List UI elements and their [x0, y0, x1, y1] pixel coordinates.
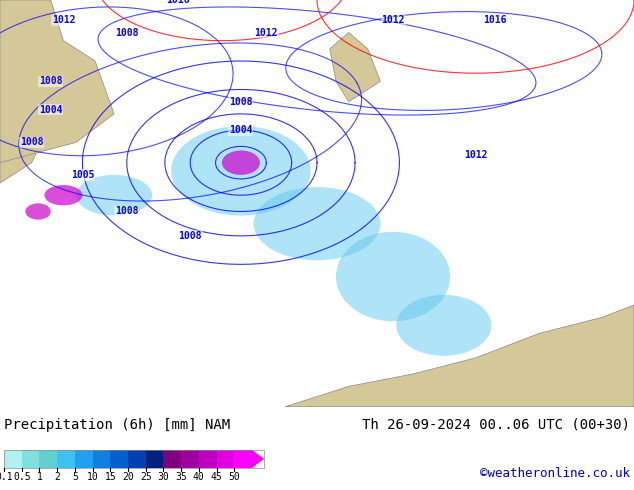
Text: 2: 2 [54, 472, 60, 482]
FancyBboxPatch shape [128, 450, 146, 468]
Text: 1008: 1008 [115, 27, 139, 38]
Text: 1005: 1005 [70, 170, 94, 180]
Text: 1012: 1012 [51, 15, 75, 25]
Text: 20: 20 [122, 472, 134, 482]
Polygon shape [0, 0, 114, 163]
Text: 1008: 1008 [39, 76, 63, 86]
FancyBboxPatch shape [4, 450, 22, 468]
Text: 35: 35 [175, 472, 187, 482]
Text: 15: 15 [105, 472, 116, 482]
Text: 45: 45 [210, 472, 223, 482]
Text: 50: 50 [228, 472, 240, 482]
FancyBboxPatch shape [22, 450, 39, 468]
FancyBboxPatch shape [199, 450, 217, 468]
Text: 1008: 1008 [20, 137, 44, 147]
Ellipse shape [222, 150, 260, 175]
Text: 1016: 1016 [482, 15, 507, 25]
Text: Th 26-09-2024 00..06 UTC (00+30): Th 26-09-2024 00..06 UTC (00+30) [362, 418, 630, 432]
Text: 1008: 1008 [115, 206, 139, 217]
Ellipse shape [396, 295, 491, 356]
Text: 1012: 1012 [254, 27, 278, 38]
FancyBboxPatch shape [164, 450, 181, 468]
Ellipse shape [25, 203, 51, 220]
FancyBboxPatch shape [181, 450, 199, 468]
FancyBboxPatch shape [110, 450, 128, 468]
FancyBboxPatch shape [146, 450, 164, 468]
Ellipse shape [44, 185, 82, 205]
FancyBboxPatch shape [57, 450, 75, 468]
Text: 1012: 1012 [463, 149, 488, 160]
FancyBboxPatch shape [39, 450, 57, 468]
FancyBboxPatch shape [75, 450, 93, 468]
Ellipse shape [76, 175, 152, 216]
Text: 1016: 1016 [165, 0, 190, 5]
Text: 0.5: 0.5 [13, 472, 30, 482]
Polygon shape [330, 32, 380, 102]
Text: 1012: 1012 [381, 15, 405, 25]
Text: ©weatheronline.co.uk: ©weatheronline.co.uk [480, 467, 630, 480]
Ellipse shape [171, 126, 311, 216]
Text: 10: 10 [87, 472, 98, 482]
Text: 1004: 1004 [39, 105, 63, 115]
Polygon shape [252, 450, 264, 468]
Text: 0.1: 0.1 [0, 472, 13, 482]
FancyBboxPatch shape [217, 450, 235, 468]
Text: 5: 5 [72, 472, 78, 482]
FancyBboxPatch shape [93, 450, 110, 468]
Text: 25: 25 [140, 472, 152, 482]
Text: Precipitation (6h) [mm] NAM: Precipitation (6h) [mm] NAM [4, 418, 230, 432]
FancyBboxPatch shape [235, 450, 252, 468]
Text: 1008: 1008 [178, 231, 202, 241]
Text: 1004: 1004 [229, 125, 253, 135]
Polygon shape [0, 0, 51, 183]
Ellipse shape [254, 187, 380, 260]
Text: 1: 1 [37, 472, 42, 482]
Text: 1008: 1008 [229, 97, 253, 107]
Text: 30: 30 [158, 472, 169, 482]
Polygon shape [285, 305, 634, 407]
Ellipse shape [336, 232, 450, 321]
Text: 40: 40 [193, 472, 205, 482]
